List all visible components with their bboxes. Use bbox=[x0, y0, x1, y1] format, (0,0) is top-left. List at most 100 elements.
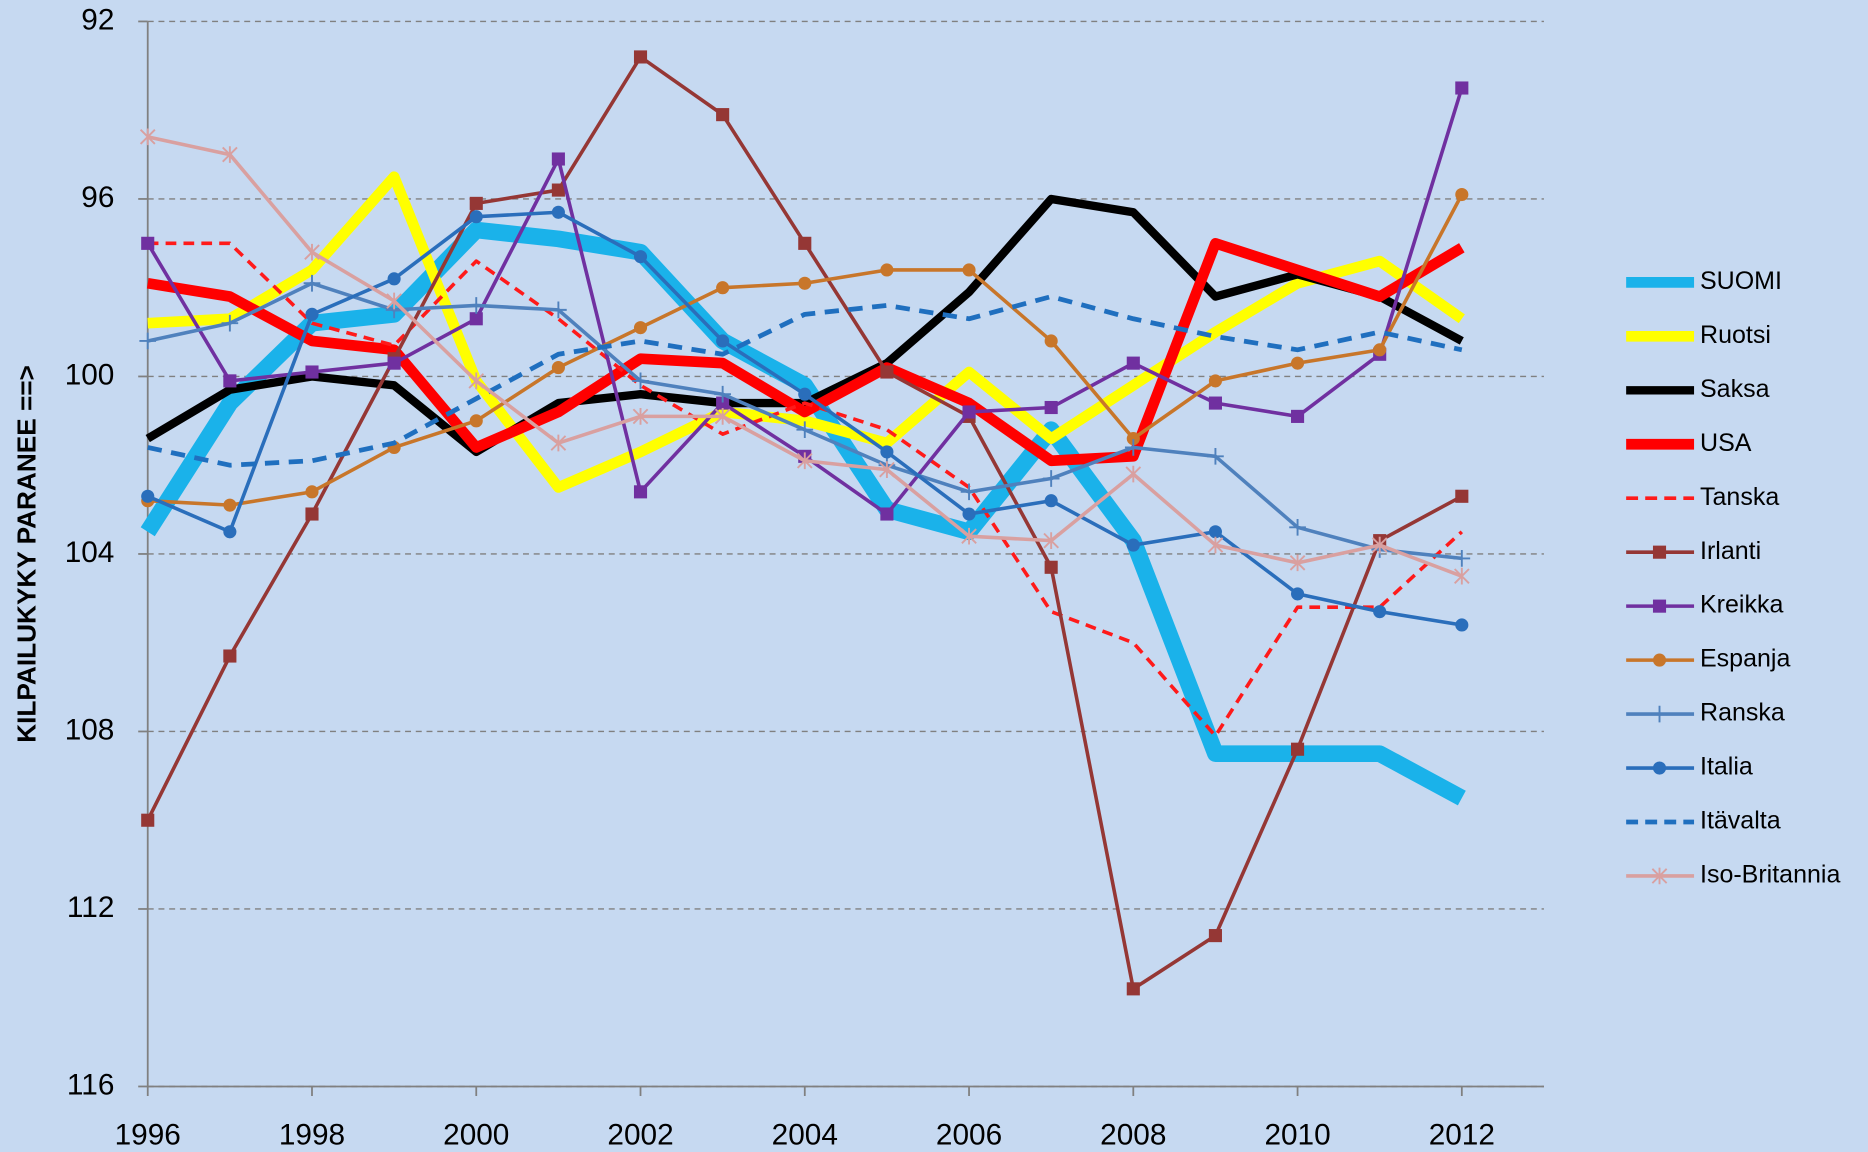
marker bbox=[305, 365, 319, 379]
series-line bbox=[147, 171, 1465, 493]
marker bbox=[1044, 494, 1058, 508]
marker bbox=[632, 408, 649, 425]
legend-label: Espanja bbox=[1700, 645, 1790, 673]
marker bbox=[1207, 536, 1224, 554]
marker bbox=[714, 408, 731, 425]
marker bbox=[1126, 356, 1140, 370]
marker bbox=[962, 263, 976, 277]
marker bbox=[880, 507, 894, 521]
marker bbox=[550, 301, 567, 319]
marker bbox=[880, 365, 894, 379]
marker bbox=[1289, 518, 1306, 536]
legend-label: Italia bbox=[1700, 753, 1753, 781]
legend-label: Itävalta bbox=[1700, 807, 1781, 835]
marker bbox=[223, 525, 237, 539]
marker bbox=[1651, 705, 1668, 723]
marker bbox=[304, 243, 320, 261]
marker bbox=[1291, 742, 1305, 756]
legend-label: Irlanti bbox=[1700, 537, 1761, 565]
marker bbox=[1044, 560, 1058, 574]
marker bbox=[223, 498, 237, 512]
marker bbox=[962, 507, 976, 521]
marker bbox=[1208, 374, 1222, 388]
marker bbox=[222, 146, 238, 163]
series-line bbox=[147, 294, 1463, 468]
marker bbox=[1043, 532, 1059, 549]
marker bbox=[1291, 587, 1305, 601]
y-tick-label: 92 bbox=[81, 3, 114, 36]
marker bbox=[1289, 554, 1306, 572]
marker bbox=[387, 272, 401, 286]
marker bbox=[305, 307, 319, 321]
marker bbox=[1373, 605, 1387, 619]
marker bbox=[1126, 982, 1140, 996]
marker bbox=[796, 452, 813, 470]
marker bbox=[221, 314, 239, 332]
marker bbox=[1208, 396, 1222, 410]
legend-label: Kreikka bbox=[1700, 591, 1783, 619]
marker bbox=[1208, 929, 1222, 943]
marker bbox=[880, 445, 894, 459]
marker bbox=[305, 485, 319, 499]
x-tick-label: 2012 bbox=[1429, 1118, 1495, 1151]
marker bbox=[469, 210, 483, 224]
marker bbox=[1126, 538, 1140, 552]
y-tick-label: 116 bbox=[67, 1068, 114, 1101]
x-tick-label: 2010 bbox=[1264, 1118, 1330, 1151]
y-tick-label: 96 bbox=[81, 181, 114, 214]
marker bbox=[551, 361, 565, 375]
marker bbox=[223, 649, 237, 663]
marker bbox=[1652, 599, 1667, 613]
marker bbox=[1044, 400, 1058, 415]
marker bbox=[1124, 439, 1142, 456]
marker bbox=[305, 507, 319, 521]
marker bbox=[469, 414, 483, 428]
marker bbox=[1291, 356, 1305, 370]
marker bbox=[796, 421, 814, 439]
series-line bbox=[146, 237, 1465, 467]
marker bbox=[1455, 489, 1469, 503]
marker bbox=[1207, 447, 1224, 465]
y-tick-label: 100 bbox=[65, 358, 115, 391]
x-tick-label: 1998 bbox=[279, 1118, 345, 1151]
marker bbox=[223, 374, 237, 388]
marker bbox=[551, 152, 565, 166]
marker bbox=[1455, 81, 1469, 95]
x-tick-label: 1996 bbox=[115, 1118, 181, 1151]
marker bbox=[798, 276, 812, 290]
legend-label: Tanska bbox=[1700, 483, 1779, 511]
legend-label: Iso-Britannia bbox=[1700, 861, 1840, 889]
marker bbox=[961, 527, 977, 545]
marker bbox=[469, 312, 483, 326]
marker bbox=[550, 434, 567, 452]
marker bbox=[1125, 465, 1142, 483]
x-tick-label: 2004 bbox=[772, 1118, 838, 1151]
marker bbox=[798, 236, 812, 250]
marker bbox=[1455, 187, 1469, 202]
marker bbox=[879, 461, 895, 478]
y-axis-label: KILPAILUKYKY PARANEE ==> bbox=[12, 365, 42, 743]
x-tick-label: 2000 bbox=[443, 1118, 509, 1151]
series-line bbox=[147, 241, 1464, 738]
marker bbox=[139, 128, 156, 146]
series-line bbox=[140, 221, 1466, 806]
legend-label: Saksa bbox=[1700, 375, 1770, 403]
marker bbox=[633, 50, 648, 64]
marker bbox=[551, 183, 565, 197]
marker bbox=[1126, 432, 1140, 446]
x-tick-label: 2008 bbox=[1100, 1118, 1166, 1151]
y-tick-label: 112 bbox=[67, 891, 114, 924]
marker bbox=[716, 396, 730, 410]
marker bbox=[386, 292, 402, 310]
marker bbox=[633, 250, 648, 264]
x-tick-label: 2002 bbox=[607, 1118, 673, 1151]
marker bbox=[141, 489, 155, 503]
marker bbox=[960, 483, 978, 501]
marker bbox=[387, 356, 401, 370]
marker bbox=[468, 372, 485, 390]
legend-label: Ruotsi bbox=[1700, 321, 1771, 349]
marker bbox=[139, 332, 157, 350]
marker bbox=[141, 236, 155, 250]
